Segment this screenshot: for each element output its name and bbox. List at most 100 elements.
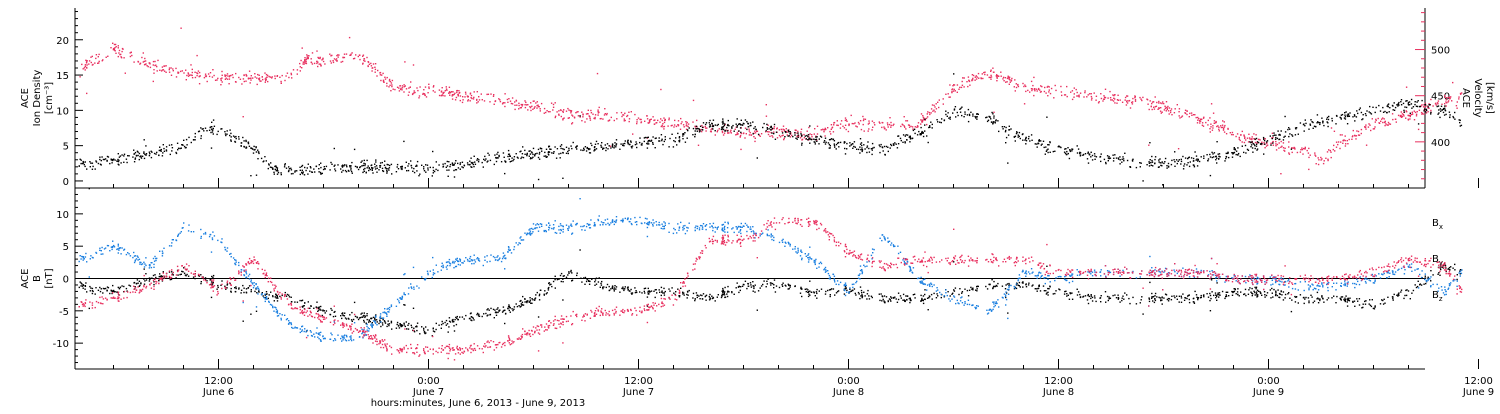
density-series-point	[380, 162, 381, 163]
velocity-series-point	[629, 118, 630, 119]
y2-tick-label: 400	[1431, 138, 1450, 149]
b-x-series-point	[1108, 296, 1109, 297]
b-x-series-point	[1210, 298, 1211, 299]
velocity-series-point	[1199, 120, 1200, 121]
density-series-point	[241, 142, 242, 143]
velocity-series-point	[182, 70, 183, 71]
b-x-series-point	[201, 281, 202, 282]
velocity-series-point	[811, 136, 812, 137]
velocity-series-point	[932, 111, 933, 112]
b-x-series-point	[376, 319, 377, 320]
velocity-series-point	[144, 61, 145, 62]
b-x-series-point	[695, 298, 696, 299]
density-series-point	[1394, 102, 1395, 103]
density-series-point	[162, 152, 163, 153]
density-series-point	[289, 168, 290, 169]
density-series-point	[292, 173, 293, 174]
density-series-point	[101, 160, 102, 161]
velocity-series-point	[300, 66, 301, 67]
b-x-series-point	[1171, 296, 1172, 297]
density-series-point	[794, 134, 795, 135]
b-x-series-point	[715, 300, 716, 301]
velocity-series-point	[932, 104, 933, 105]
velocity-series-point	[1011, 80, 1012, 81]
density-series-point	[249, 146, 250, 147]
b-x-series-point	[457, 316, 458, 317]
velocity-series-point	[1135, 101, 1136, 102]
density-series-point	[967, 114, 968, 115]
velocity-series-point	[1017, 84, 1018, 85]
velocity-series-point	[1034, 88, 1035, 89]
b-x-series-point	[464, 318, 465, 319]
b-x-series-point	[133, 282, 134, 283]
density-series-point	[427, 167, 428, 168]
density-series-point	[849, 145, 850, 146]
density-series-point	[1392, 105, 1393, 106]
density-series-point	[1159, 166, 1160, 167]
velocity-series-point	[92, 56, 93, 57]
b-x-series-point	[821, 289, 822, 290]
density-series-point	[767, 127, 768, 128]
velocity-series-point	[238, 77, 239, 78]
velocity-series-point	[966, 81, 967, 82]
velocity-series-point	[954, 89, 955, 90]
density-series-point	[1182, 156, 1183, 157]
velocity-series-point	[1283, 142, 1284, 143]
b-x-series-point	[85, 282, 86, 283]
velocity-series-point	[1280, 173, 1281, 174]
velocity-series-point	[1414, 111, 1415, 112]
velocity-series-point	[1086, 96, 1087, 97]
b-x-series-point	[595, 279, 596, 280]
density-series-point	[314, 171, 315, 172]
density-series-point	[554, 146, 555, 147]
density-series-point	[474, 156, 475, 157]
y-axis-label: B	[32, 275, 43, 282]
b-x-series-point	[511, 308, 512, 309]
velocity-series-point	[522, 104, 523, 105]
velocity-series-point	[351, 52, 352, 53]
b-x-series-point	[90, 290, 91, 291]
density-series-point	[1256, 138, 1257, 139]
b-x-series-point	[1387, 297, 1388, 298]
density-series-point	[673, 140, 674, 141]
velocity-series-point	[291, 74, 292, 75]
velocity-series-point	[1327, 159, 1328, 160]
density-series-point	[957, 112, 958, 113]
b-x-series-point	[852, 290, 853, 291]
b-x-series-point	[1108, 300, 1109, 301]
density-series-point	[1418, 100, 1419, 101]
velocity-series-point	[94, 62, 95, 63]
velocity-series-point	[989, 77, 990, 78]
b-x-series-point	[1140, 302, 1141, 303]
b-x-series-point	[1155, 300, 1156, 301]
velocity-series-point	[663, 117, 664, 118]
density-series-point	[417, 161, 418, 162]
b-x-series-point	[1161, 300, 1162, 301]
b-x-series-point	[1216, 300, 1217, 301]
density-series-point	[1252, 152, 1253, 153]
b-x-series-point	[158, 280, 159, 281]
density-series-point	[549, 152, 550, 153]
density-series-point	[371, 165, 372, 166]
density-series-point	[894, 142, 895, 143]
velocity-series-point	[700, 129, 701, 130]
velocity-series-point	[1072, 90, 1073, 91]
density-series-point	[900, 138, 901, 139]
b-x-series-point	[243, 288, 244, 289]
density-series-point	[106, 160, 107, 161]
velocity-series-point	[969, 85, 970, 86]
velocity-series-point	[1405, 118, 1406, 119]
velocity-series-point	[216, 79, 217, 80]
velocity-series-point	[1091, 93, 1092, 94]
b-x-series-point	[1151, 298, 1152, 299]
b-x-series-point	[743, 284, 744, 285]
density-series-point	[1216, 158, 1217, 159]
velocity-series-point	[98, 54, 99, 55]
velocity-series-point	[743, 132, 744, 133]
velocity-series-point	[375, 69, 376, 70]
velocity-series-point	[1156, 102, 1157, 103]
b-x-series-point	[1226, 292, 1227, 293]
density-series-point	[1236, 151, 1237, 152]
b-x-series-point	[675, 291, 676, 292]
velocity-series-point	[537, 105, 538, 106]
